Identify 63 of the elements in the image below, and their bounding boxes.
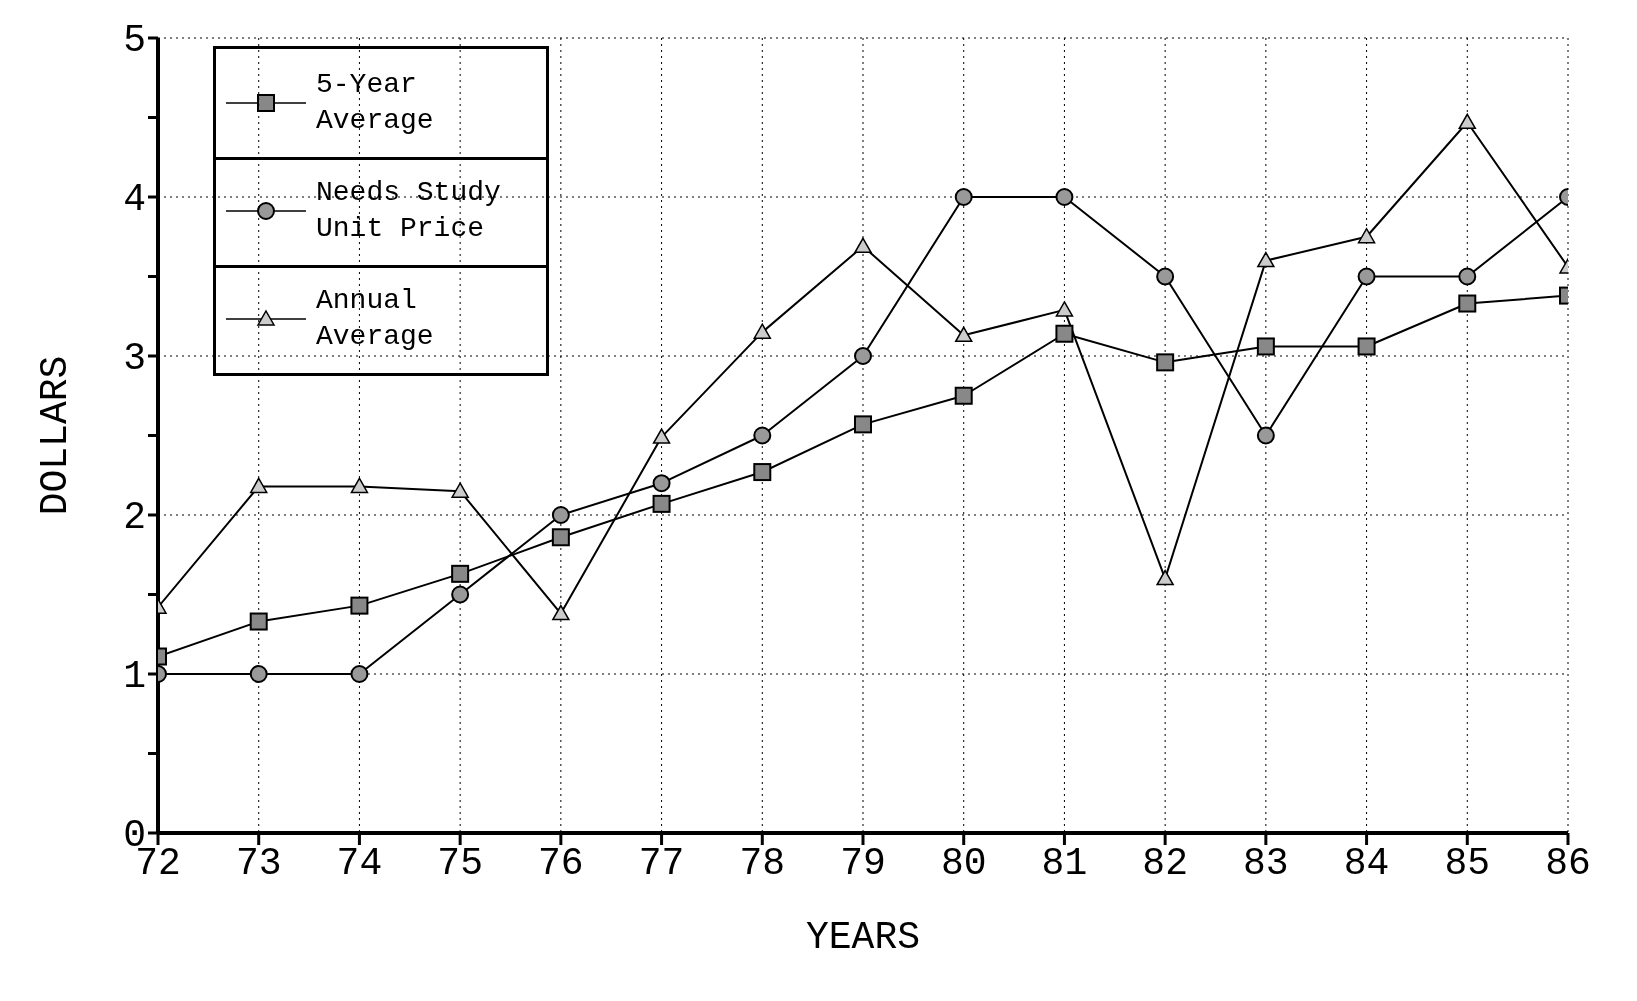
- point: [1055, 301, 1074, 317]
- x-tick-label: 76: [538, 841, 584, 885]
- x-tick-label: 82: [1142, 841, 1188, 885]
- point: [1156, 267, 1175, 286]
- x-tick-label: 84: [1343, 841, 1390, 885]
- point: [753, 463, 772, 482]
- y-tick-label: 1: [123, 655, 146, 699]
- point: [1458, 267, 1477, 286]
- point: [350, 665, 369, 683]
- point: [551, 528, 570, 547]
- point: [1357, 267, 1376, 286]
- point: [552, 604, 570, 621]
- point: [249, 477, 268, 494]
- point: [1256, 337, 1275, 356]
- x-tick-label: 74: [336, 841, 383, 885]
- point: [652, 474, 671, 493]
- y-tick-label: 2: [123, 496, 146, 540]
- x-axis-title: YEARS: [805, 916, 921, 959]
- x-tick-label: 73: [235, 841, 282, 885]
- x-tick-label: 78: [739, 841, 786, 885]
- point: [1458, 113, 1477, 130]
- legend-label: Annual Average: [316, 283, 435, 354]
- point: [249, 612, 268, 631]
- point: [954, 188, 973, 206]
- y-tick-label: 5: [123, 19, 146, 63]
- x-tick-label: 85: [1444, 841, 1491, 885]
- point: [753, 426, 772, 445]
- legend-label: 5-Year Average: [316, 67, 435, 138]
- y-axis-title: DOLLARS: [34, 355, 78, 516]
- point: [854, 415, 872, 434]
- y-tick-label: 4: [123, 178, 146, 222]
- legend-label: Needs Study Unit Price: [316, 175, 502, 246]
- x-tick-label: 81: [1041, 841, 1088, 885]
- x-tick-label: 77: [638, 841, 685, 885]
- x-tick-label: 75: [437, 841, 483, 885]
- point: [954, 386, 973, 405]
- x-tick-label: 80: [940, 841, 987, 885]
- point: [652, 428, 671, 444]
- point: [1256, 426, 1275, 445]
- point: [652, 494, 671, 513]
- point: [350, 596, 369, 615]
- y-tick-label: 3: [123, 337, 146, 381]
- point: [1055, 324, 1074, 343]
- point: [551, 506, 570, 524]
- point: [753, 323, 772, 339]
- point: [350, 477, 369, 494]
- point: [1156, 353, 1175, 372]
- point: [1156, 569, 1174, 586]
- point: [1357, 337, 1376, 356]
- point: [451, 585, 470, 604]
- x-tick-label: 83: [1243, 841, 1289, 885]
- point: [1357, 228, 1376, 244]
- point: [451, 482, 469, 498]
- point: [1458, 294, 1477, 313]
- point: [451, 564, 470, 583]
- point: [1257, 251, 1275, 268]
- point: [249, 665, 268, 683]
- point: [1055, 188, 1074, 206]
- point: [854, 237, 872, 254]
- point: [854, 347, 872, 365]
- point: [954, 326, 973, 343]
- x-tick-label: 86: [1545, 841, 1591, 885]
- x-tick-label: 79: [840, 841, 886, 885]
